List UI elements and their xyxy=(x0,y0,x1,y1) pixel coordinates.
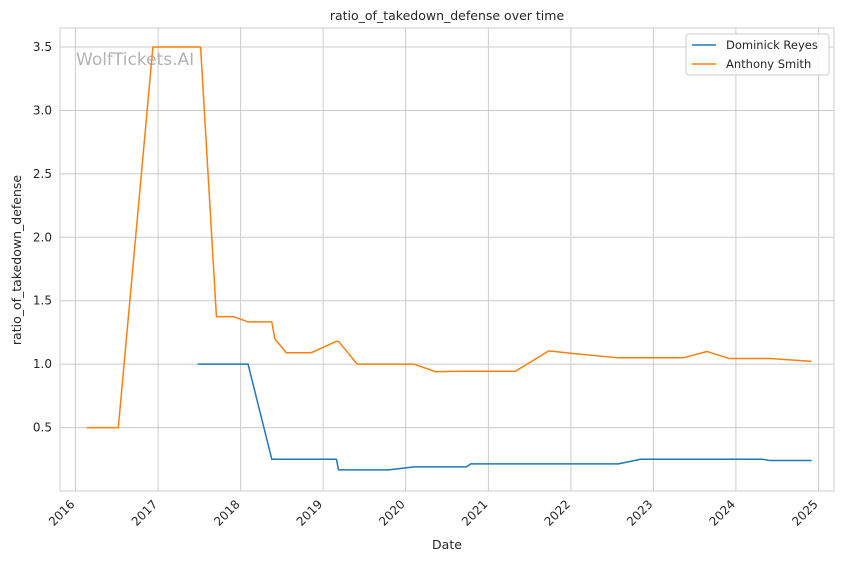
chart-title: ratio_of_takedown_defense over time xyxy=(330,8,565,23)
y-tick-label: 1.0 xyxy=(33,357,52,371)
series-line-dominick-reyes xyxy=(197,363,812,471)
series-line-anthony-smith xyxy=(86,46,812,429)
x-gridlines xyxy=(74,28,820,491)
plot-area xyxy=(59,27,835,492)
y-axis-title: ratio_of_takedown_defense xyxy=(9,175,24,346)
y-tick-label: 3.5 xyxy=(33,40,52,54)
legend: Dominick Reyes Anthony Smith xyxy=(685,33,830,76)
y-tick-label: 2.5 xyxy=(33,167,52,181)
legend-label-anthony-smith: Anthony Smith xyxy=(726,57,811,71)
y-tick-labels: 0.5 1.0 1.5 2.0 2.5 3.0 3.5 xyxy=(33,40,52,435)
legend-label-dominick-reyes: Dominick Reyes xyxy=(726,38,818,52)
series-lines xyxy=(86,46,812,471)
watermark: WolfTickets.AI xyxy=(76,50,194,70)
legend-box xyxy=(685,33,830,76)
y-tick-label: 2.0 xyxy=(33,230,52,244)
x-axis-title: Date xyxy=(432,537,462,552)
y-tick-label: 0.5 xyxy=(33,421,52,435)
y-tick-label: 1.5 xyxy=(33,294,52,308)
y-tick-label: 3.0 xyxy=(33,103,52,117)
